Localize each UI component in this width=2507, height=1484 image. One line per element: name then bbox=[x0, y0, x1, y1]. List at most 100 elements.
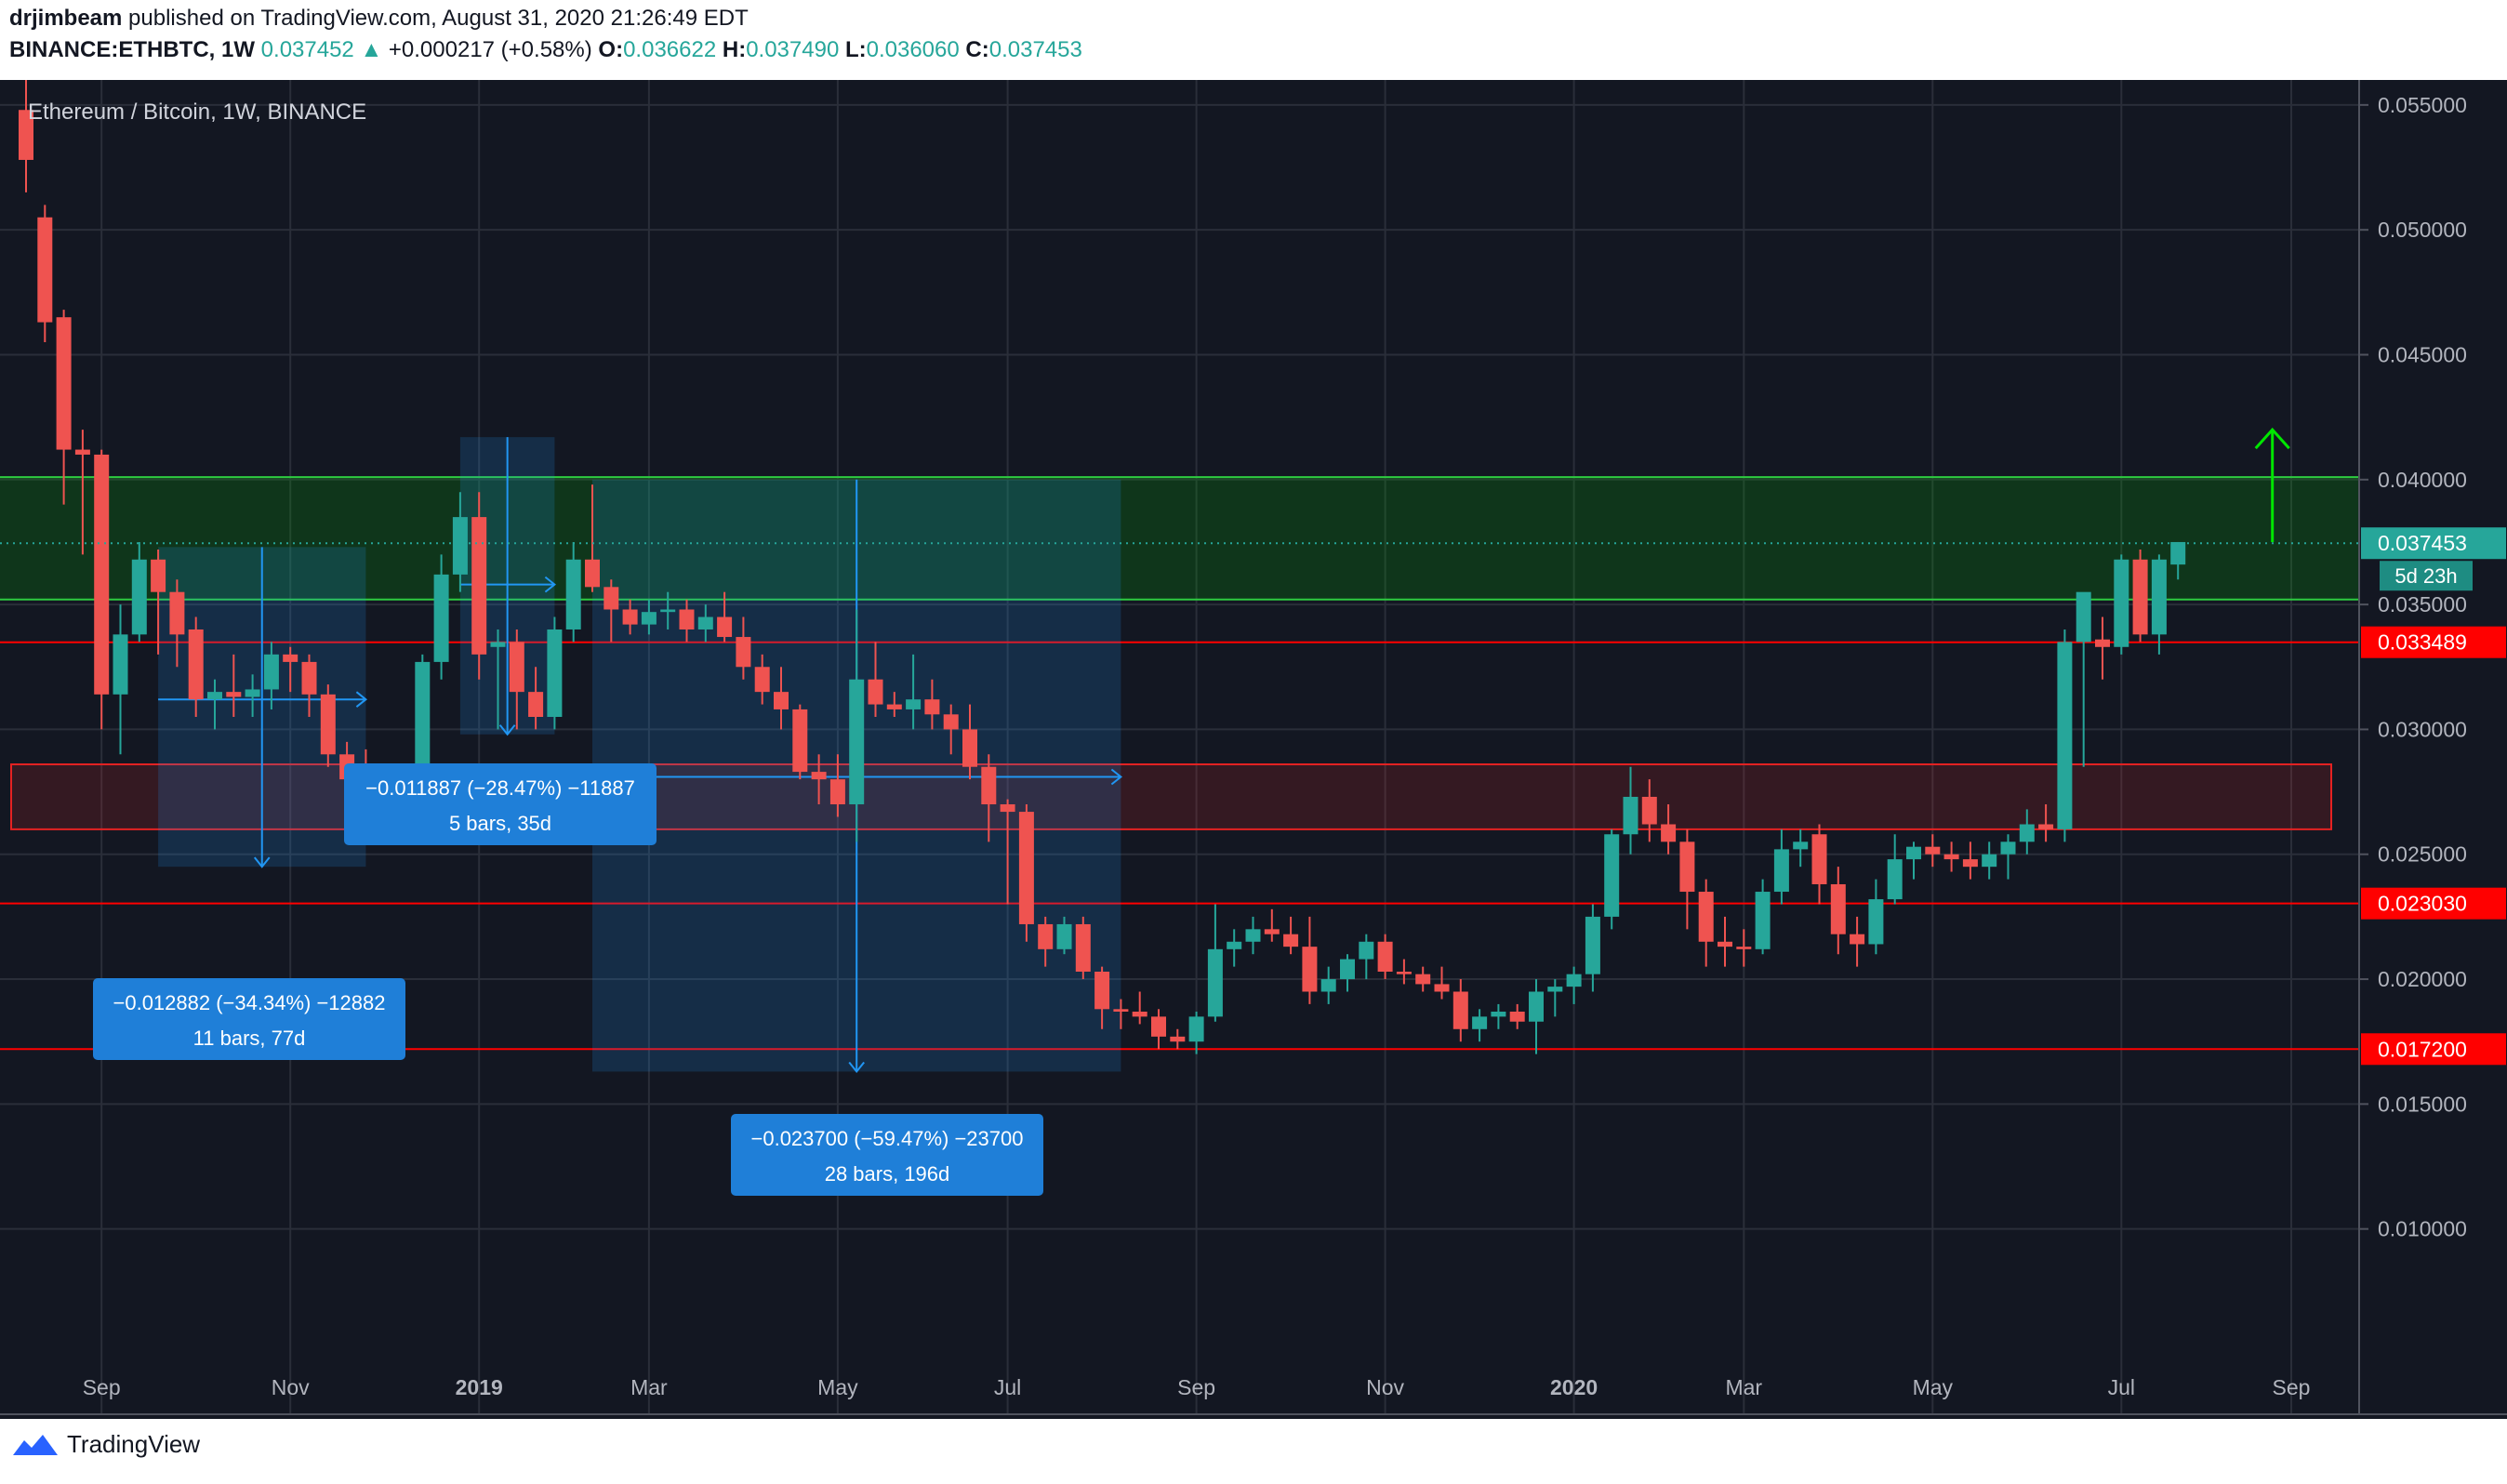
candle-body bbox=[1207, 948, 1223, 1017]
candle-body bbox=[829, 779, 845, 805]
low-value: 0.036060 bbox=[866, 37, 960, 62]
measure-label-box bbox=[344, 763, 657, 845]
tradingview-logo[interactable]: TradingView bbox=[11, 1430, 200, 1459]
measure-label-box bbox=[731, 1114, 1043, 1196]
candle-body bbox=[2076, 591, 2091, 643]
high-label: H: bbox=[722, 37, 747, 62]
price-axis[interactable] bbox=[2359, 80, 2507, 1419]
brand-name: TradingView bbox=[67, 1430, 201, 1458]
candle-body bbox=[660, 609, 676, 613]
candle-body bbox=[2170, 541, 2186, 565]
candle-body bbox=[792, 709, 808, 773]
candle-body bbox=[1000, 804, 1015, 813]
candle-body bbox=[585, 559, 600, 588]
arrow-right-icon bbox=[355, 691, 368, 708]
x-tick-label: Sep bbox=[1177, 1375, 1215, 1399]
countdown-badge bbox=[2380, 561, 2473, 591]
candle-body bbox=[1925, 846, 1941, 855]
x-tick-label: Mar bbox=[1725, 1375, 1762, 1399]
candle-body bbox=[565, 559, 581, 629]
price-chart[interactable]: −0.012882 (−34.34%) −12882 11 bars, 77d −0… bbox=[0, 80, 2507, 1419]
y-tick-label: 0.010000 bbox=[2378, 1217, 2467, 1241]
candle-body bbox=[1793, 841, 1809, 850]
candle-body bbox=[1509, 1011, 1525, 1022]
price-change: +0.000217 (+0.58%) bbox=[388, 37, 592, 62]
measure-sub-label: 5 bars, 35d bbox=[449, 812, 551, 835]
candle-body bbox=[283, 654, 298, 662]
candle-body bbox=[1056, 923, 1072, 949]
x-tick-label: Sep bbox=[83, 1375, 121, 1399]
measure-label: −0.023700 (−59.47%) −23700 bbox=[751, 1127, 1024, 1150]
candle-body bbox=[1679, 841, 1695, 893]
up-triangle-icon: ▲ bbox=[360, 37, 383, 62]
x-axis-labels[interactable]: Sep Nov 2019 Mar May Jul Sep Nov 2020 Mar May Jul Se… bbox=[83, 1375, 2311, 1399]
candle-body bbox=[1566, 974, 1582, 987]
candles bbox=[19, 80, 2186, 1054]
arrow-down-icon bbox=[498, 724, 516, 736]
candle-body bbox=[868, 679, 883, 705]
low-label: L: bbox=[844, 37, 867, 62]
candle-body bbox=[113, 634, 128, 695]
y-tick-label: 0.050000 bbox=[2378, 218, 2467, 242]
candle-body bbox=[169, 591, 185, 635]
candle-body bbox=[19, 110, 33, 160]
candle-body bbox=[263, 654, 279, 690]
candle-body bbox=[56, 317, 72, 450]
candle-body bbox=[622, 609, 638, 625]
candle-body bbox=[2057, 642, 2073, 829]
measure-sub-label: 11 bars, 77d bbox=[193, 1027, 306, 1050]
candle-body bbox=[151, 559, 166, 592]
close-value: 0.037453 bbox=[988, 37, 1082, 62]
candle-body bbox=[962, 729, 977, 767]
candle-body bbox=[188, 629, 204, 700]
candle-body bbox=[1604, 834, 1620, 917]
overlays: −0.012882 (−34.34%) −12882 11 bars, 77d −0… bbox=[0, 427, 2359, 1196]
tradingview-logo-icon bbox=[13, 1434, 58, 1455]
candle-body bbox=[1377, 941, 1393, 972]
author-name[interactable]: drjimbeam bbox=[9, 6, 123, 31]
candle-body bbox=[886, 704, 902, 709]
close-label: C: bbox=[965, 37, 989, 62]
current-price-label: 0.037453 bbox=[2378, 531, 2467, 555]
candle-body bbox=[1359, 941, 1374, 960]
candle-body bbox=[471, 517, 487, 655]
candle-body bbox=[1018, 812, 1034, 924]
x-tick-label: Nov bbox=[272, 1375, 310, 1399]
candle-body bbox=[1641, 796, 1657, 825]
candle-body bbox=[1623, 796, 1638, 835]
candle-body bbox=[604, 587, 619, 610]
support-price-badge bbox=[2361, 1033, 2506, 1066]
candle-body bbox=[1718, 941, 1732, 947]
candle-body bbox=[301, 661, 317, 695]
y-tick-label: 0.015000 bbox=[2378, 1092, 2467, 1116]
chart-background bbox=[0, 80, 2507, 1419]
candle-body bbox=[1227, 941, 1242, 949]
candle-body bbox=[131, 559, 147, 635]
candle-body bbox=[528, 692, 544, 717]
candle-body bbox=[1452, 991, 1468, 1029]
high-value: 0.037490 bbox=[746, 37, 840, 62]
candle-body bbox=[1245, 929, 1261, 942]
candle-body bbox=[1188, 1016, 1204, 1042]
symbol-label: BINANCE:ETHBTC, 1W bbox=[9, 37, 255, 62]
arrow-down-icon bbox=[848, 1061, 865, 1074]
candle-body bbox=[74, 449, 90, 455]
last-price: 0.037452 bbox=[260, 37, 354, 62]
candle-body bbox=[1982, 854, 1997, 868]
candle-body bbox=[1906, 846, 1921, 860]
candle-body bbox=[1661, 824, 1677, 842]
candle-body bbox=[452, 517, 468, 575]
candle-body bbox=[754, 667, 770, 693]
candle-body bbox=[1075, 923, 1091, 972]
candle-body bbox=[94, 454, 110, 695]
candle-body bbox=[1585, 916, 1600, 974]
y-tick-label: 0.025000 bbox=[2378, 842, 2467, 867]
resistance-zone bbox=[0, 477, 2359, 600]
candle-body bbox=[207, 692, 222, 700]
support-price-label: 0.033489 bbox=[2378, 630, 2467, 655]
candle-body bbox=[1170, 1036, 1186, 1042]
candle-body bbox=[1264, 929, 1280, 934]
ohlc-header: BINANCE:ETHBTC, 1W 0.037452 ▲ +0.000217 … bbox=[9, 37, 1082, 63]
candle-body bbox=[641, 612, 657, 625]
candle-body bbox=[1962, 859, 1978, 868]
